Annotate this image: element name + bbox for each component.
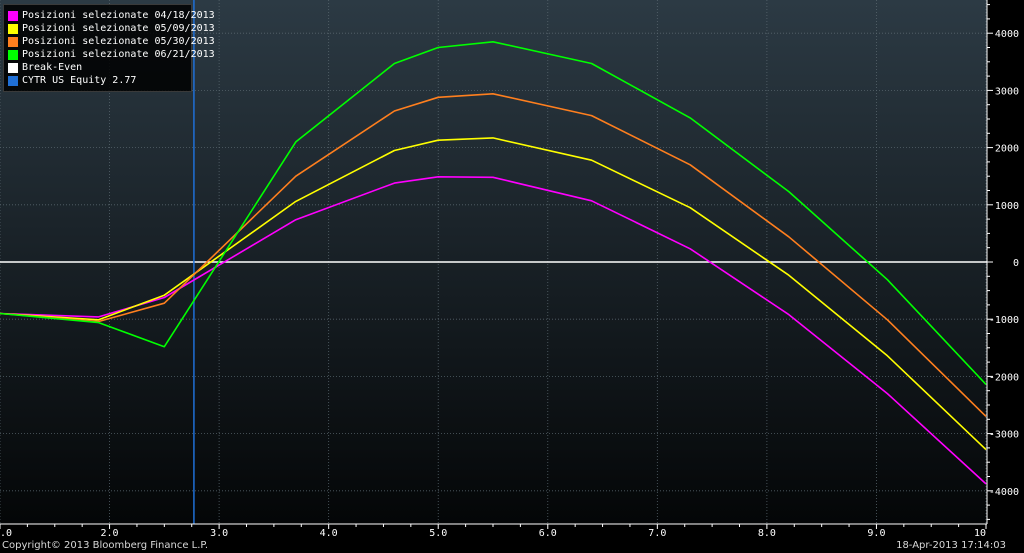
series-line-4 [0, 40, 987, 385]
legend-swatch-break-even [8, 63, 18, 73]
y-axis: 4000 3000 2000 1000 0 -1000 -2000 -3000 -4000 [986, 0, 1019, 524]
timestamp-text: 18-Apr-2013 17:14:03 [896, 540, 1006, 551]
legend-item-marker: CYTR US Equity 2.77 [8, 75, 136, 87]
x-tick-label: 3.0 [210, 528, 228, 539]
copyright-text: Copyright© 2013 Bloomberg Finance L.P. [2, 540, 209, 551]
legend-swatch-series-1 [8, 11, 18, 21]
series-line-3 [0, 93, 987, 417]
legend-item-series-2: Posizioni selezionate 05/09/2013 [8, 23, 215, 35]
x-tick-label: 5.0 [429, 528, 447, 539]
x-tick-label: 2.0 [101, 528, 119, 539]
legend-label-series-2: Posizioni selezionate 05/09/2013 [22, 23, 215, 34]
x-tick-label: 1.0 [0, 528, 12, 539]
legend-item-series-3: Posizioni selezionate 05/30/2013 [8, 36, 215, 48]
legend-label-series-1: Posizioni selezionate 04/18/2013 [22, 10, 215, 21]
legend-swatch-series-4 [8, 50, 18, 60]
y-tick-label: 1000 [995, 201, 1019, 212]
legend-swatch-marker [8, 76, 18, 86]
x-axis: 1.0 2.0 3.0 4.0 5.0 6.0 7.0 8.0 9.0 10 [0, 523, 987, 539]
legend-item-series-4: Posizioni selezionate 06/21/2013 [8, 49, 215, 61]
x-tick-label: 6.0 [539, 528, 557, 539]
x-tick-label: 4.0 [320, 528, 338, 539]
x-tick-label: 10 [974, 528, 986, 539]
y-tick-label: -3000 [989, 430, 1019, 441]
x-tick-label: 8.0 [758, 528, 776, 539]
series-line-1 [0, 176, 987, 485]
series-line-2 [0, 137, 987, 451]
y-tick-label: 2000 [995, 144, 1019, 155]
legend-label-break-even: Break-Even [22, 62, 83, 73]
legend-swatch-series-3 [8, 37, 18, 47]
legend-swatch-series-2 [8, 24, 18, 34]
y-tick-label: 0 [1013, 258, 1019, 269]
y-tick-label: 3000 [995, 86, 1019, 97]
legend-label-series-3: Posizioni selezionate 05/30/2013 [22, 36, 215, 47]
y-tick-label: -2000 [989, 372, 1019, 383]
x-tick-label: 9.0 [867, 528, 885, 539]
legend-label-marker: CYTR US Equity 2.77 [22, 75, 137, 86]
legend-label-series-4: Posizioni selezionate 06/21/2013 [22, 49, 215, 60]
legend: Posizioni selezionate 04/18/2013 Posizio… [3, 4, 215, 92]
legend-item-break-even: Break-Even [8, 62, 82, 74]
y-tick-label: -1000 [989, 315, 1019, 326]
y-tick-label: 4000 [995, 29, 1019, 40]
y-tick-label: -4000 [989, 487, 1019, 498]
legend-item-series-1: Posizioni selezionate 04/18/2013 [8, 10, 215, 22]
x-tick-label: 7.0 [648, 528, 666, 539]
series-layer [0, 40, 987, 485]
